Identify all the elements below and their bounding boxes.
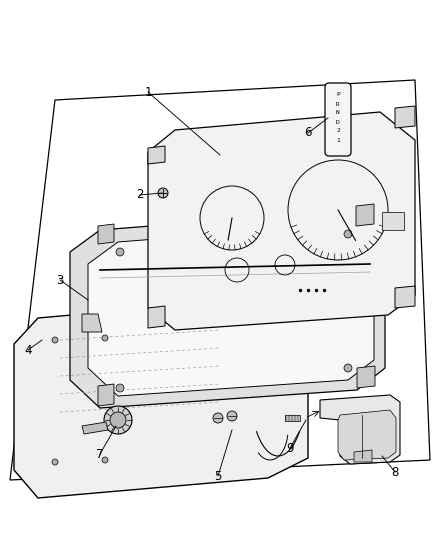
Polygon shape (14, 298, 308, 498)
Text: 3: 3 (57, 273, 64, 287)
Polygon shape (354, 450, 372, 462)
Text: 5: 5 (214, 470, 222, 482)
Polygon shape (70, 210, 385, 408)
Text: 6: 6 (304, 126, 312, 140)
Polygon shape (395, 286, 415, 308)
Polygon shape (177, 304, 197, 322)
Text: 1: 1 (336, 138, 340, 142)
Polygon shape (148, 306, 165, 328)
Circle shape (227, 411, 237, 421)
Text: 2: 2 (136, 189, 144, 201)
Polygon shape (356, 204, 374, 226)
Polygon shape (285, 415, 300, 421)
Circle shape (116, 384, 124, 392)
Circle shape (52, 337, 58, 343)
Text: R: R (336, 101, 340, 107)
Polygon shape (357, 366, 375, 388)
Circle shape (104, 406, 132, 434)
Polygon shape (395, 106, 415, 128)
Polygon shape (338, 410, 396, 460)
Polygon shape (98, 224, 114, 244)
Text: D: D (336, 119, 340, 125)
Text: 2: 2 (336, 128, 340, 133)
Polygon shape (10, 80, 430, 480)
Circle shape (213, 413, 223, 423)
Text: 1: 1 (144, 85, 152, 99)
Text: N: N (336, 110, 340, 116)
Polygon shape (82, 314, 102, 332)
Circle shape (116, 248, 124, 256)
Polygon shape (98, 384, 114, 406)
Circle shape (52, 459, 58, 465)
Polygon shape (320, 395, 400, 464)
FancyBboxPatch shape (325, 83, 351, 156)
Circle shape (344, 230, 352, 238)
Bar (382, 212, 404, 230)
Polygon shape (148, 146, 165, 164)
Text: P: P (336, 93, 340, 98)
Polygon shape (88, 224, 374, 396)
Text: 9: 9 (286, 441, 294, 455)
Text: 7: 7 (96, 448, 104, 461)
Circle shape (102, 335, 108, 341)
Circle shape (102, 457, 108, 463)
Circle shape (158, 188, 168, 198)
Text: 4: 4 (24, 343, 32, 357)
Circle shape (344, 364, 352, 372)
Circle shape (110, 412, 126, 428)
Polygon shape (82, 422, 108, 434)
Text: 8: 8 (391, 465, 399, 479)
Polygon shape (148, 112, 415, 330)
